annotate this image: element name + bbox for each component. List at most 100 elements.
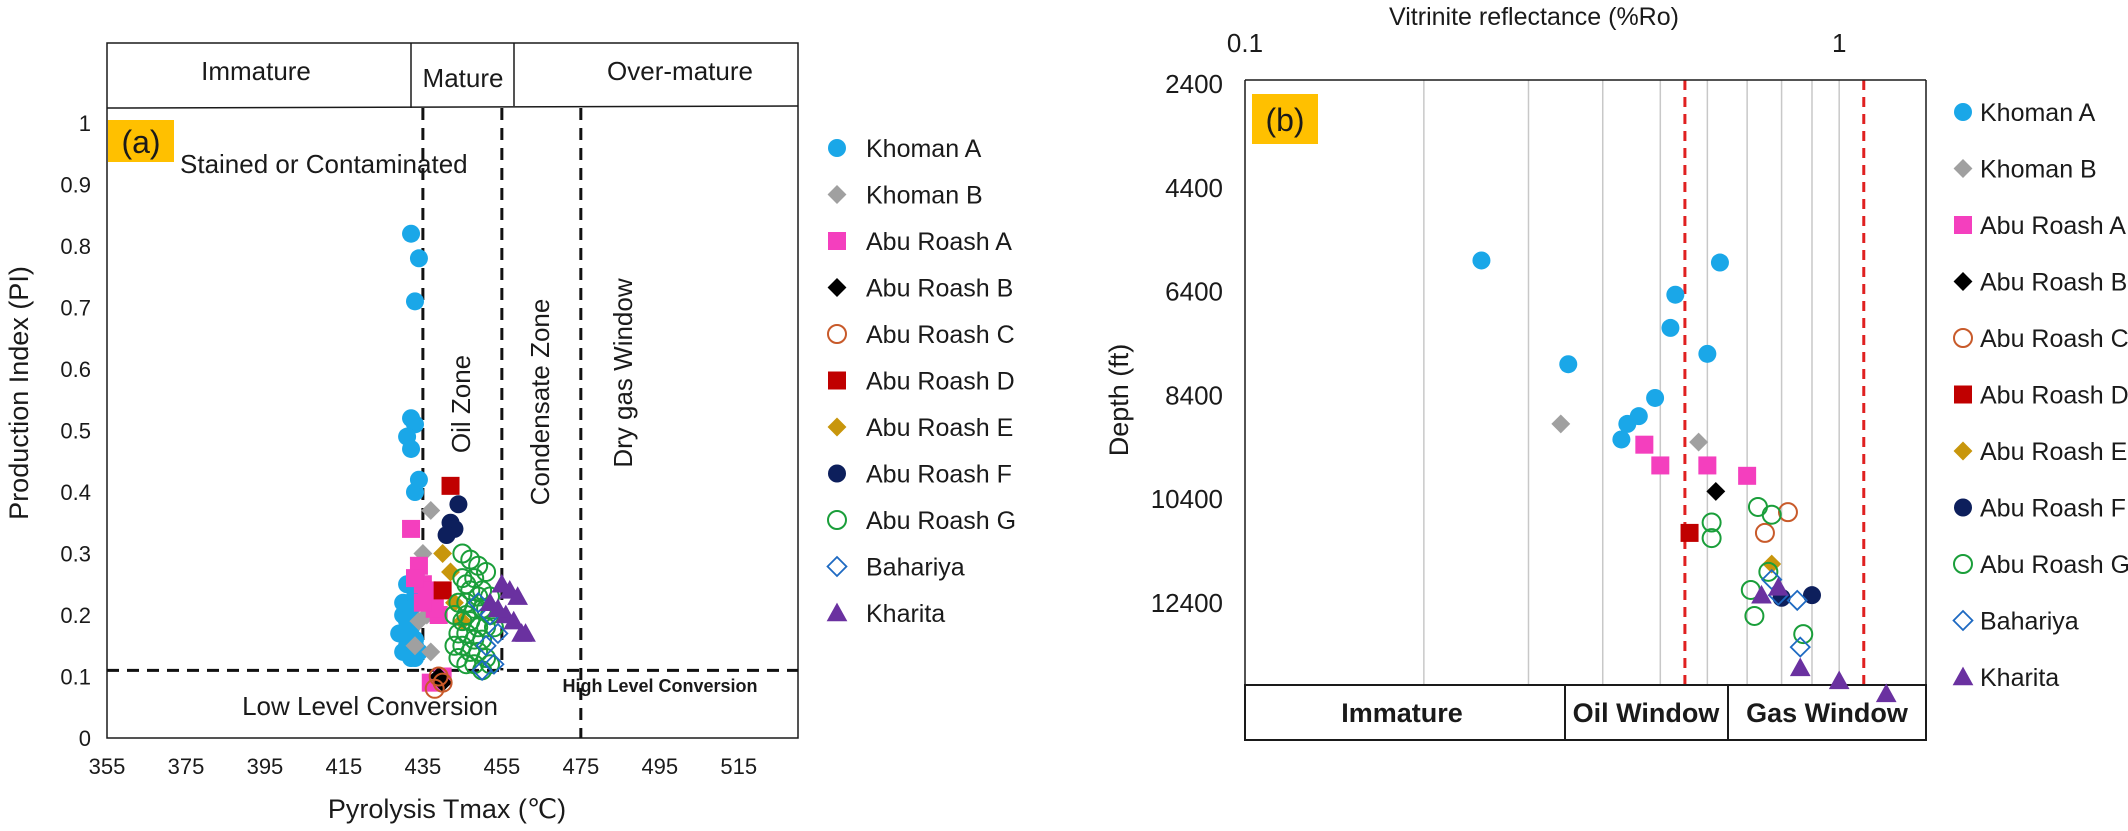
data-point — [428, 666, 449, 687]
data-point — [460, 549, 481, 570]
legend-marker-kharita — [1952, 666, 1974, 686]
panel-b-label: (b) — [1265, 102, 1304, 138]
panel-b-gridlines — [1423, 80, 1866, 685]
panel-a-points — [390, 224, 536, 699]
panel-b: Immature Oil Window Gas Window 0.1 124004… — [1104, 3, 2128, 741]
legend-label-abu-roash-f: Abu Roash F — [1980, 495, 2126, 523]
panel-a-legend: Khoman A Khoman B Abu Roash A Abu Roash B Ab… — [826, 135, 1016, 628]
y-tick-label: 0.5 — [60, 419, 91, 444]
legend-marker-abu-roash-c — [827, 324, 847, 344]
series-abu-roash-d — [1680, 523, 1699, 542]
data-point — [511, 623, 532, 642]
legend-label-abu-roash-e: Abu Roash E — [866, 414, 1013, 442]
y-tick-label: 2400 — [1165, 69, 1223, 99]
zone-dry-gas: Dry gas Window — [608, 278, 638, 467]
data-point — [471, 659, 493, 682]
data-point — [480, 654, 501, 675]
data-point — [413, 593, 432, 612]
series-abu-roash-c — [424, 666, 453, 699]
zone-stained: Stained or Contaminated — [180, 149, 468, 179]
data-point — [1767, 577, 1789, 596]
legend-label-abu-roash-f: Abu Roash F — [866, 461, 1012, 489]
legend-label-abu-roash-b: Abu Roash B — [1980, 269, 2127, 297]
x-tick-label: 435 — [405, 754, 442, 779]
y-tick-label: 12400 — [1151, 588, 1223, 618]
y-tick-label: 0.8 — [60, 234, 91, 259]
legend-label-khoman-a: Khoman A — [1980, 99, 2096, 127]
data-point — [433, 673, 453, 693]
y-tick-label: 4400 — [1165, 173, 1223, 203]
panel-a: Immature Mature Over-mature 355 375 395 415… — [4, 42, 1016, 824]
data-point — [1744, 605, 1765, 626]
data-point — [1751, 584, 1772, 604]
legend-marker-khoman-b — [1953, 159, 1973, 178]
data-point — [421, 501, 441, 520]
legend-marker-bahariya — [826, 555, 848, 578]
legend-label-abu-roash-b: Abu Roash B — [866, 275, 1013, 303]
panel-b-legend: Khoman A Khoman B Abu Roash A Abu Roash B Ab… — [1952, 99, 2128, 692]
data-point — [405, 292, 424, 311]
data-point — [503, 610, 525, 630]
data-point — [433, 581, 452, 600]
data-point — [1875, 683, 1897, 703]
data-point — [1701, 528, 1722, 549]
legend-marker-abu-roash-a — [828, 232, 846, 250]
x-tick-label: 375 — [168, 754, 205, 779]
data-point — [1618, 414, 1637, 433]
series-abu-roash-a — [1635, 435, 1757, 485]
data-point — [405, 636, 425, 656]
y-tick-label: 0.1 — [60, 665, 91, 690]
data-point — [467, 591, 489, 614]
series-abu-roash-e — [433, 544, 472, 631]
data-point — [432, 672, 453, 693]
data-point — [1706, 481, 1726, 501]
data-point — [1472, 251, 1491, 270]
data-point — [444, 605, 465, 625]
legend-marker-abu-roash-e — [1953, 441, 1973, 461]
legend-marker-abu-roash-f — [1954, 498, 1972, 517]
panel-b-window-bar — [1244, 684, 1927, 741]
series-abu-roash-b — [1706, 481, 1726, 501]
window-oil: Oil Window — [1573, 698, 1721, 728]
legend-marker-abu-roash-a — [1954, 216, 1972, 234]
data-point — [1646, 388, 1665, 407]
panel-b-x-label: Vitrinite reflectance (%Ro) — [1389, 3, 1679, 31]
data-point — [468, 617, 489, 638]
y-tick-label: 0.3 — [60, 542, 91, 567]
data-point — [1635, 435, 1654, 454]
panel-a-label-box — [108, 120, 174, 162]
legend-marker-khoman-b — [827, 185, 847, 204]
window-immature: Immature — [1341, 698, 1463, 728]
x-tick-label: 1 — [1832, 28, 1846, 58]
data-point — [402, 439, 421, 458]
data-point — [1559, 355, 1578, 374]
legend-marker-abu-roash-b — [827, 278, 847, 297]
data-point — [468, 555, 489, 576]
legend-label-bahariya: Bahariya — [1980, 608, 2079, 636]
legend-label-abu-roash-d: Abu Roash D — [866, 368, 1015, 396]
legend-label-kharita: Kharita — [1980, 664, 2059, 692]
data-point — [402, 519, 421, 538]
legend-marker-abu-roash-d — [1954, 385, 1972, 404]
legend-label-kharita: Kharita — [866, 600, 945, 628]
zone-oil: Oil Zone — [446, 355, 476, 453]
panel-a-ticks: 355 375 395 415 435 455 475 495 515 0 0.1 0.2 0.3 0.4… — [60, 111, 757, 779]
legend-marker-abu-roash-g — [1953, 554, 1973, 574]
zone-high-level-text: High Level Conversion — [562, 676, 757, 696]
legend-marker-abu-roash-d — [828, 371, 846, 390]
legend-label-abu-roash-a: Abu Roash A — [866, 228, 1012, 256]
data-point — [1689, 432, 1709, 452]
legend-label-abu-roash-g: Abu Roash G — [866, 507, 1016, 535]
y-tick-label: 0.4 — [60, 480, 91, 505]
x-tick-label: 0.1 — [1227, 28, 1263, 58]
series-khoman-a — [1472, 251, 1729, 449]
data-point — [456, 605, 477, 625]
y-tick-label: 0.9 — [60, 173, 91, 198]
data-point — [452, 611, 472, 631]
data-point — [475, 635, 497, 657]
y-tick-label: 10400 — [1151, 484, 1223, 514]
data-point — [476, 561, 497, 582]
data-point — [1793, 624, 1814, 645]
data-point — [1786, 589, 1808, 612]
series-kharita — [1751, 577, 1897, 703]
